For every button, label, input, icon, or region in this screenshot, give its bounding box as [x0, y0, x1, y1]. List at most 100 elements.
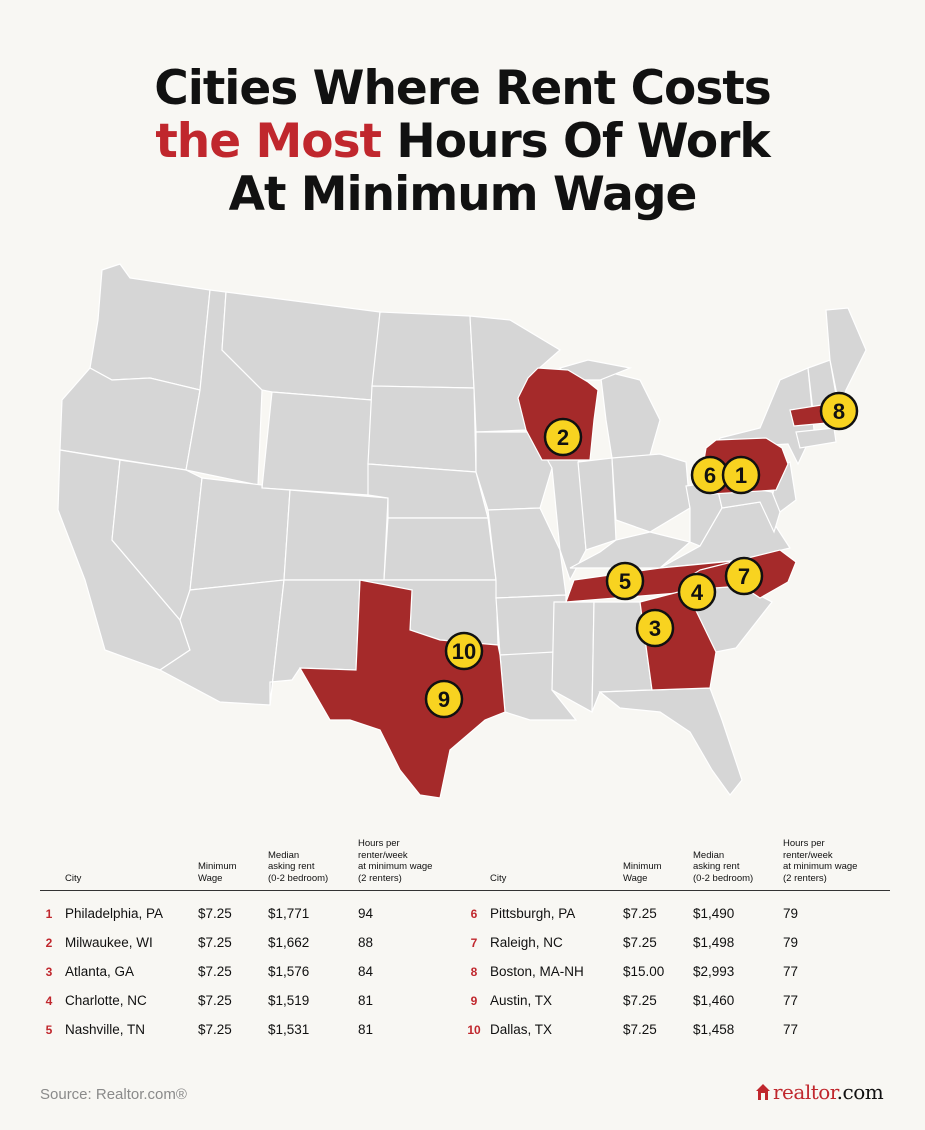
row-rank: 2	[45, 936, 53, 950]
state-michigan	[599, 369, 661, 463]
header-city: City	[490, 872, 507, 884]
row-wage: $7.25	[623, 993, 657, 1008]
marker-label-2: 2	[557, 425, 569, 450]
marker-10-dallas[interactable]: 10	[444, 631, 484, 671]
row-city: Nashville, TN	[65, 1022, 146, 1037]
city-markers: 2 8 6 1 5 4 7 3 10 9	[424, 391, 859, 719]
row-hours: 77	[783, 964, 799, 979]
marker-label-1: 1	[735, 463, 747, 488]
state-maryland-de	[715, 481, 781, 534]
header-rent: Median asking rent (0-2 bedroom)	[268, 849, 329, 884]
state-florida	[598, 687, 743, 796]
marker-2-milwaukee[interactable]: 2	[543, 417, 583, 457]
row-rent: $1,490	[693, 906, 735, 921]
row-city: Pittsburgh, PA	[490, 906, 576, 921]
row-rent: $1,460	[693, 993, 735, 1008]
marker-9-austin[interactable]: 9	[424, 679, 464, 719]
header-wage: Minimum Wage	[198, 861, 237, 884]
marker-5-nashville[interactable]: 5	[605, 561, 645, 601]
marker-label-6: 6	[704, 463, 716, 488]
row-rent: $2,993	[693, 964, 735, 979]
header-wage: Minimum Wage	[623, 861, 662, 884]
table-row: 10 Dallas, TX $7.25 $1,458 77	[465, 1015, 890, 1044]
row-wage: $7.25	[623, 1022, 657, 1037]
title-line-2: the Most Hours Of Work	[0, 115, 925, 168]
us-map: 2 8 6 1 5 4 7 3 10 9	[57, 263, 867, 799]
row-rent: $1,771	[268, 906, 310, 921]
header-hours: Hours per renter/week at minimum wage (2…	[358, 838, 433, 884]
table-rows: 6 Pittsburgh, PA $7.25 $1,490 79 7 Raleigh, N…	[465, 899, 890, 1044]
row-rent: $1,662	[268, 935, 310, 950]
logo-tld: .com	[836, 1080, 884, 1104]
row-rank: 4	[45, 994, 53, 1008]
state-mississippi	[551, 601, 595, 714]
table-row: 7 Raleigh, NC $7.25 $1,498 79	[465, 928, 890, 957]
row-hours: 79	[783, 906, 799, 921]
row-city: Milwaukee, WI	[65, 935, 153, 950]
row-city: Austin, TX	[490, 993, 553, 1008]
row-wage: $7.25	[198, 906, 232, 921]
row-wage: $7.25	[623, 935, 657, 950]
house-icon	[756, 1084, 770, 1100]
state-texas	[298, 579, 506, 799]
table-rows: 1 Philadelphia, PA $7.25 $1,771 94 2 Milwauke…	[40, 899, 465, 1044]
state-wyoming	[261, 391, 373, 496]
row-city: Boston, MA-NH	[490, 964, 584, 979]
realtor-logo[interactable]: realtor.com	[755, 1080, 884, 1104]
row-rent: $1,531	[268, 1022, 310, 1037]
row-city: Raleigh, NC	[490, 935, 563, 950]
row-rent: $1,519	[268, 993, 310, 1008]
marker-label-10: 10	[452, 639, 476, 664]
marker-8-boston[interactable]: 8	[819, 391, 859, 431]
row-wage: $7.25	[198, 935, 232, 950]
row-hours: 77	[783, 1022, 799, 1037]
state-ohio	[611, 453, 691, 533]
states-base	[57, 263, 867, 796]
row-rank: 10	[467, 1023, 481, 1037]
state-ct-ri	[795, 427, 837, 449]
ranking-table-right: City Minimum Wage Median asking rent (0-…	[465, 830, 890, 1044]
row-hours: 88	[358, 935, 374, 950]
table-row: 8 Boston, MA-NH $15.00 $2,993 77	[465, 957, 890, 986]
source-note: Source: Realtor.com®	[40, 1086, 187, 1103]
table-row: 6 Pittsburgh, PA $7.25 $1,490 79	[465, 899, 890, 928]
table-row: 5 Nashville, TN $7.25 $1,531 81	[40, 1015, 465, 1044]
row-rank: 1	[45, 907, 53, 921]
row-rank: 9	[470, 994, 478, 1008]
row-city: Dallas, TX	[490, 1022, 553, 1037]
marker-7-raleigh[interactable]: 7	[724, 556, 764, 596]
logo-wordmark: realtor.com	[773, 1080, 884, 1104]
marker-label-4: 4	[691, 580, 704, 605]
row-rent: $1,458	[693, 1022, 735, 1037]
state-colorado	[283, 489, 389, 581]
row-wage: $7.25	[198, 1022, 232, 1037]
state-utah	[189, 477, 291, 591]
marker-label-5: 5	[619, 569, 631, 594]
row-city: Philadelphia, PA	[65, 906, 164, 921]
row-rank: 5	[45, 1023, 53, 1037]
title-line-1: Cities Where Rent Costs	[154, 61, 772, 116]
row-hours: 81	[358, 993, 374, 1008]
header-rent: Median asking rent (0-2 bedroom)	[693, 849, 754, 884]
marker-1-philadelphia[interactable]: 1	[721, 455, 761, 495]
row-wage: $7.25	[198, 993, 232, 1008]
table-row: 2 Milwaukee, WI $7.25 $1,662 88	[40, 928, 465, 957]
state-missouri	[487, 507, 567, 599]
table-row: 3 Atlanta, GA $7.25 $1,576 84	[40, 957, 465, 986]
row-hours: 77	[783, 993, 799, 1008]
row-wage: $7.25	[623, 906, 657, 921]
row-rent: $1,576	[268, 964, 310, 979]
marker-label-8: 8	[833, 399, 845, 424]
marker-3-atlanta[interactable]: 3	[635, 608, 675, 648]
state-south-dakota	[367, 385, 477, 473]
row-hours: 94	[358, 906, 374, 921]
marker-4-charlotte[interactable]: 4	[677, 572, 717, 612]
row-rank: 7	[470, 936, 478, 950]
row-hours: 84	[358, 964, 374, 979]
row-city: Charlotte, NC	[65, 993, 147, 1008]
header-city: City	[65, 872, 82, 884]
state-washington	[89, 263, 211, 391]
row-rent: $1,498	[693, 935, 735, 950]
marker-label-7: 7	[738, 564, 750, 589]
row-hours: 81	[358, 1022, 374, 1037]
